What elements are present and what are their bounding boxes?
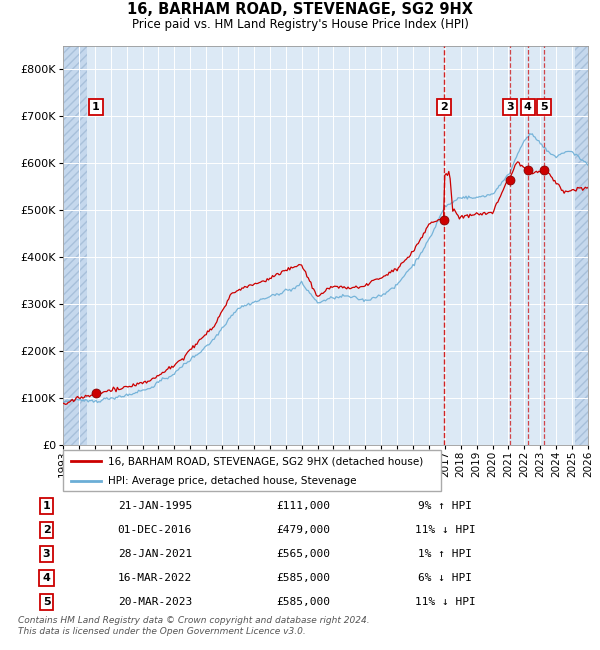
Text: Price paid vs. HM Land Registry's House Price Index (HPI): Price paid vs. HM Land Registry's House …	[131, 18, 469, 31]
Text: 28-JAN-2021: 28-JAN-2021	[118, 549, 192, 559]
FancyBboxPatch shape	[63, 450, 441, 491]
Bar	[575, 46, 596, 445]
Text: Contains HM Land Registry data © Crown copyright and database right 2024.
This d: Contains HM Land Registry data © Crown c…	[18, 616, 370, 636]
Text: 16-MAR-2022: 16-MAR-2022	[118, 573, 192, 583]
Text: 4: 4	[43, 573, 50, 583]
Text: £479,000: £479,000	[276, 525, 330, 535]
Text: £565,000: £565,000	[276, 549, 330, 559]
Text: 3: 3	[43, 549, 50, 559]
Text: 11% ↓ HPI: 11% ↓ HPI	[415, 525, 476, 535]
Text: 6% ↓ HPI: 6% ↓ HPI	[419, 573, 473, 583]
Text: 1: 1	[43, 501, 50, 511]
Text: 11% ↓ HPI: 11% ↓ HPI	[415, 597, 476, 607]
Text: 1: 1	[92, 101, 100, 112]
Text: 16, BARHAM ROAD, STEVENAGE, SG2 9HX: 16, BARHAM ROAD, STEVENAGE, SG2 9HX	[127, 2, 473, 17]
Text: 2: 2	[43, 525, 50, 535]
Text: 20-MAR-2023: 20-MAR-2023	[118, 597, 192, 607]
Text: £111,000: £111,000	[276, 501, 330, 511]
Bar	[63, 46, 87, 445]
Text: 5: 5	[43, 597, 50, 607]
Text: 1% ↑ HPI: 1% ↑ HPI	[419, 549, 473, 559]
Text: 16, BARHAM ROAD, STEVENAGE, SG2 9HX (detached house): 16, BARHAM ROAD, STEVENAGE, SG2 9HX (det…	[109, 456, 424, 466]
Text: 21-JAN-1995: 21-JAN-1995	[118, 501, 192, 511]
Text: £585,000: £585,000	[276, 597, 330, 607]
Text: HPI: Average price, detached house, Stevenage: HPI: Average price, detached house, Stev…	[109, 476, 357, 486]
Text: 5: 5	[540, 101, 548, 112]
Text: 3: 3	[506, 101, 514, 112]
Text: 4: 4	[524, 101, 532, 112]
Text: 9% ↑ HPI: 9% ↑ HPI	[419, 501, 473, 511]
Text: 01-DEC-2016: 01-DEC-2016	[118, 525, 192, 535]
Text: 2: 2	[440, 101, 448, 112]
Text: £585,000: £585,000	[276, 573, 330, 583]
